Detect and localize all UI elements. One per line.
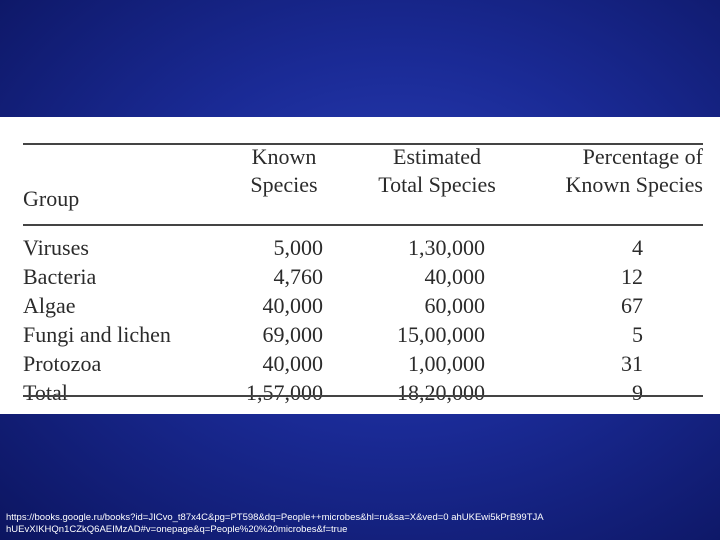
- cell-group: Viruses: [23, 235, 89, 260]
- cell-estimated: 40,000: [424, 264, 486, 289]
- table-top-rule: [23, 143, 703, 145]
- cell-group: Bacteria: [23, 264, 97, 289]
- table-bottom-rule: [23, 395, 703, 397]
- header-percentage-line2: Known Species: [565, 172, 703, 197]
- header-known-line2: Species: [250, 172, 318, 197]
- cell-known: 40,000: [262, 351, 324, 376]
- header-group: Group: [23, 186, 80, 211]
- cell-estimated: 18,20,000: [397, 380, 485, 405]
- cell-group: Fungi and lichen: [23, 322, 171, 347]
- species-table-image: Group Known Species Estimated Total Spec…: [0, 117, 720, 414]
- cell-known: 5,000: [273, 235, 324, 260]
- cell-known: 69,000: [262, 322, 324, 347]
- header-estimated-line2: Total Species: [378, 172, 496, 197]
- cell-group: Algae: [23, 293, 76, 318]
- cell-estimated: 15,00,000: [397, 322, 485, 347]
- cell-percentage: 5: [632, 322, 643, 347]
- cell-known: 1,57,000: [246, 380, 323, 405]
- header-percentage-line1: Percentage of: [582, 144, 703, 169]
- cell-percentage: 9: [632, 380, 643, 405]
- cell-percentage: 4: [632, 235, 643, 260]
- cell-estimated: 1,00,000: [408, 351, 485, 376]
- cell-estimated: 60,000: [424, 293, 486, 318]
- cell-percentage: 12: [621, 264, 643, 289]
- cell-group: Protozoa: [23, 351, 102, 376]
- table-header-rule: [23, 224, 703, 226]
- cell-percentage: 31: [621, 351, 643, 376]
- header-known-line1: Known: [251, 144, 317, 169]
- cell-estimated: 1,30,000: [408, 235, 485, 260]
- source-link[interactable]: https://books.google.ru/books?id=JICvo_t…: [6, 512, 544, 535]
- cell-known: 40,000: [262, 293, 324, 318]
- header-estimated-line1: Estimated: [393, 144, 481, 169]
- cell-known: 4,760: [273, 264, 324, 289]
- cell-percentage: 67: [621, 293, 643, 318]
- cell-group: Total: [23, 380, 68, 405]
